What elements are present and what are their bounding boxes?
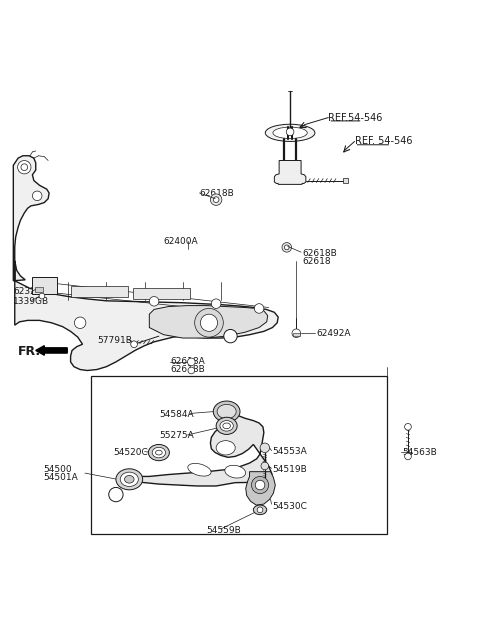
Circle shape	[405, 453, 411, 460]
Circle shape	[109, 487, 123, 502]
Text: 54559B: 54559B	[206, 526, 241, 535]
Text: A: A	[113, 490, 119, 499]
Circle shape	[18, 160, 31, 174]
Circle shape	[252, 476, 269, 494]
Circle shape	[211, 299, 221, 308]
Text: 54530C: 54530C	[273, 502, 307, 511]
Text: 62492A: 62492A	[316, 329, 351, 338]
Bar	[71, 286, 128, 296]
Polygon shape	[140, 411, 272, 486]
Text: A: A	[228, 331, 233, 341]
Ellipse shape	[265, 124, 315, 141]
Text: FR.: FR.	[18, 345, 41, 358]
Polygon shape	[149, 305, 268, 338]
Circle shape	[131, 341, 137, 348]
Text: REF.54-546: REF.54-546	[328, 113, 383, 123]
Circle shape	[292, 329, 300, 338]
Circle shape	[39, 293, 45, 299]
Circle shape	[261, 462, 269, 470]
Ellipse shape	[273, 127, 307, 139]
Ellipse shape	[156, 450, 162, 455]
Circle shape	[149, 296, 159, 306]
Ellipse shape	[188, 464, 211, 476]
Text: 57791B: 57791B	[97, 336, 132, 345]
Circle shape	[260, 443, 270, 453]
Bar	[293, 333, 300, 336]
Circle shape	[210, 194, 222, 205]
Circle shape	[200, 314, 217, 331]
Circle shape	[188, 367, 195, 374]
Text: 55275A: 55275A	[159, 431, 193, 440]
Circle shape	[188, 358, 195, 366]
Text: 54501A: 54501A	[43, 473, 78, 482]
Text: 54500: 54500	[43, 466, 72, 474]
Text: 54584A: 54584A	[159, 410, 193, 419]
Ellipse shape	[217, 404, 236, 418]
Text: 62618B: 62618B	[199, 190, 234, 198]
Circle shape	[282, 242, 291, 252]
Circle shape	[254, 303, 264, 313]
Text: 62400A: 62400A	[164, 237, 198, 246]
Text: 54520C: 54520C	[114, 448, 148, 457]
Ellipse shape	[213, 401, 240, 422]
Circle shape	[33, 191, 42, 200]
Text: 54519B: 54519B	[273, 465, 307, 474]
Ellipse shape	[225, 466, 246, 478]
Circle shape	[257, 507, 263, 513]
Circle shape	[195, 308, 223, 337]
Circle shape	[213, 197, 219, 202]
Ellipse shape	[253, 505, 267, 515]
Ellipse shape	[152, 447, 166, 458]
Polygon shape	[13, 156, 49, 280]
Bar	[33, 277, 57, 294]
Ellipse shape	[124, 476, 134, 483]
Ellipse shape	[120, 472, 138, 487]
FancyArrow shape	[36, 346, 67, 356]
Bar	[91, 377, 387, 534]
Text: 62618B: 62618B	[302, 249, 337, 258]
Ellipse shape	[148, 445, 169, 460]
Ellipse shape	[216, 441, 235, 455]
Circle shape	[21, 164, 28, 170]
Bar	[132, 288, 190, 299]
Text: 62618A: 62618A	[171, 357, 205, 366]
Ellipse shape	[216, 417, 237, 434]
Ellipse shape	[220, 420, 233, 431]
Bar	[35, 287, 43, 292]
Text: 62322: 62322	[13, 287, 42, 296]
Polygon shape	[15, 261, 278, 371]
Polygon shape	[246, 472, 276, 505]
Text: 62618: 62618	[302, 257, 331, 266]
Text: 62618B: 62618B	[171, 365, 205, 374]
Ellipse shape	[116, 469, 143, 490]
Polygon shape	[275, 160, 306, 184]
Circle shape	[74, 317, 86, 329]
Text: 54553A: 54553A	[273, 447, 307, 456]
Text: 54563B: 54563B	[402, 448, 437, 457]
Circle shape	[255, 480, 265, 490]
Circle shape	[284, 245, 289, 250]
Circle shape	[224, 329, 237, 343]
Ellipse shape	[223, 423, 230, 429]
Circle shape	[286, 128, 294, 135]
Circle shape	[405, 424, 411, 430]
Text: REF. 54-546: REF. 54-546	[355, 137, 412, 146]
Bar	[343, 178, 348, 183]
Text: 1339GB: 1339GB	[13, 297, 49, 306]
